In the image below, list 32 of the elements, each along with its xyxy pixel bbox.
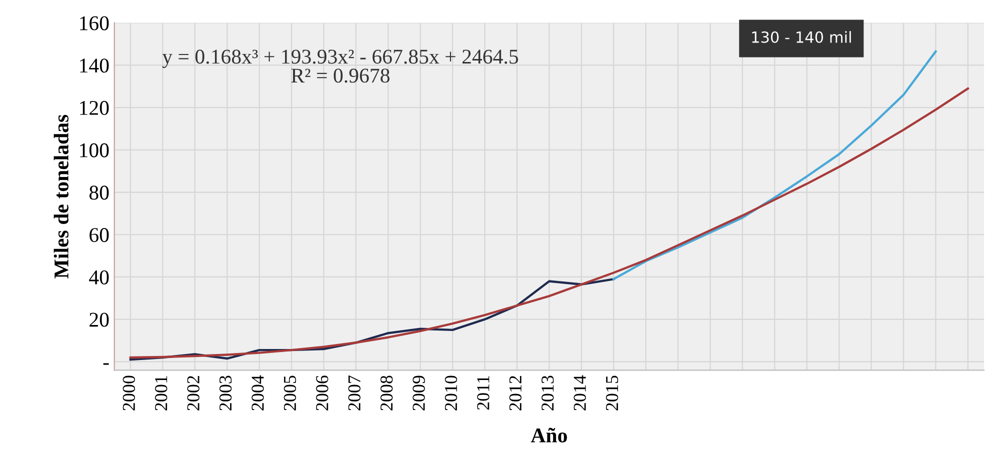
y-tick-label: - — [103, 363, 109, 365]
y-tick-label: 40 — [89, 270, 109, 284]
x-tick-label: 2008 — [380, 376, 393, 410]
annotation: y = 0.168x³ + 193.93x² - 667.85x + 2464.5 R² = 0.9678 — [162, 50, 518, 83]
x-tick-label: 2004 — [252, 375, 264, 410]
x-tick-label: 2003 — [219, 376, 232, 410]
y-tick-label: 60 — [90, 228, 109, 242]
x-tick-label: 2013 — [542, 376, 554, 410]
y-tick-label: 80 — [89, 186, 109, 200]
x-tick-label: 2010 — [444, 376, 458, 410]
x-tick-label: 2002 — [187, 376, 200, 410]
x-tick-label: 2014 — [574, 375, 586, 410]
y-tick-label: 160 — [80, 16, 109, 30]
x-tick-label: 2006 — [316, 376, 328, 410]
x-tick-label: 2005 — [284, 376, 296, 410]
y-tick-label: 120 — [80, 100, 109, 115]
x-tick-label: 2011 — [477, 376, 490, 410]
x-tick-label: 2012 — [509, 376, 522, 410]
annotation: 130 - 140 mil — [752, 31, 851, 43]
x-tick-label: 2001 — [155, 376, 168, 410]
line-series — [129, 87, 970, 359]
line-series — [612, 50, 937, 280]
y-tick-label: 20 — [90, 312, 109, 327]
line-series — [129, 278, 615, 361]
x-tick-label: 2007 — [348, 376, 360, 410]
x-axis-title: Año — [530, 428, 567, 442]
x-tick-label: 2015 — [606, 376, 618, 410]
y-tick-label: 100 — [80, 143, 109, 158]
y-axis-title: Miles de toneladas — [54, 114, 68, 278]
x-tick-label: 2000 — [122, 376, 135, 410]
y-tick-label: 140 — [80, 58, 109, 73]
x-tick-label: 2009 — [412, 376, 425, 410]
